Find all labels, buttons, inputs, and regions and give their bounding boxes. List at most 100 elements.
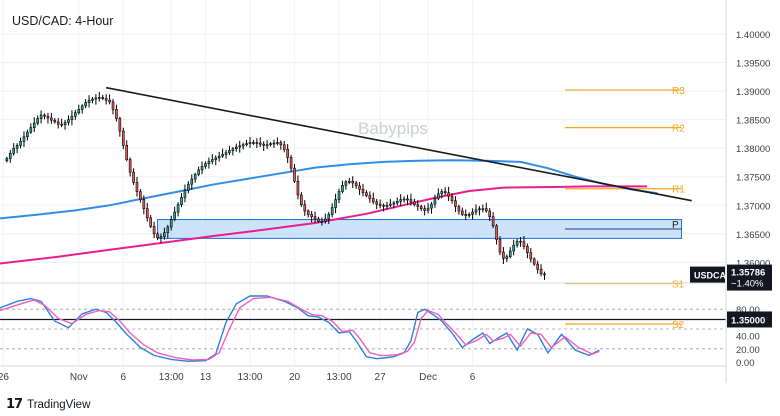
- candle-down: [108, 99, 111, 103]
- time-tick-label: Dec: [419, 372, 437, 383]
- candle-down: [457, 206, 461, 212]
- candle-up: [385, 204, 389, 207]
- candle-up: [91, 98, 94, 101]
- candle-up: [166, 226, 170, 233]
- candle-up: [348, 180, 351, 183]
- candle-up: [265, 144, 269, 147]
- time-tick-label: 6: [470, 372, 476, 383]
- candle-up: [94, 97, 98, 100]
- time-tick-label: 13:00: [237, 372, 262, 383]
- stochastic-tick-label: 80.00: [736, 305, 760, 316]
- candle-up: [15, 145, 19, 149]
- candle-down: [139, 191, 142, 200]
- candle-up: [207, 161, 211, 164]
- candle-up: [12, 147, 15, 154]
- candle-down: [368, 195, 372, 199]
- candle-down: [60, 123, 63, 126]
- candle-down: [115, 109, 118, 119]
- candle-up: [471, 211, 474, 215]
- candle-up: [197, 169, 200, 175]
- tradingview-branding[interactable]: 17 TradingView: [6, 397, 90, 412]
- stochastic-line: [0, 296, 600, 361]
- candle-up: [193, 174, 197, 180]
- candle-down: [378, 203, 382, 206]
- candle-up: [238, 145, 242, 148]
- candle-down: [361, 188, 365, 194]
- candle-up: [32, 122, 36, 128]
- candle-up: [433, 198, 437, 205]
- pivot-level-label: R3: [672, 86, 685, 97]
- candle-up: [327, 214, 331, 220]
- candle-down: [423, 208, 426, 211]
- candle-down: [484, 208, 488, 212]
- stochastic-tick-label: 0.00: [736, 358, 755, 369]
- candle-up: [221, 154, 224, 157]
- price-axis: 1.40000 1.39500 1.39000 1.38500 1.38000 1.375…: [736, 30, 770, 269]
- price-tick-label: 1.37000: [736, 201, 770, 212]
- candle-down: [121, 130, 125, 146]
- candle-up: [241, 144, 245, 147]
- price-grid: [0, 0, 726, 366]
- price-tag-value: 1.35786: [731, 268, 765, 279]
- candle-up: [392, 202, 396, 205]
- candle-up: [440, 191, 444, 195]
- candle-down: [145, 208, 149, 219]
- stochastic-line: [0, 295, 600, 363]
- candle-up: [245, 143, 248, 146]
- level-tag-label: 1.35000: [731, 315, 765, 326]
- candle-down: [149, 217, 152, 227]
- symbol-tag-bg: [690, 266, 725, 283]
- candle-up: [481, 208, 485, 210]
- watermark: Babypips: [358, 119, 428, 138]
- candle-up: [389, 203, 392, 206]
- candle-up: [36, 118, 39, 124]
- candle-down: [306, 210, 310, 215]
- candle-up: [474, 209, 478, 213]
- candle-up: [74, 112, 77, 117]
- candle-down: [409, 199, 413, 203]
- candle-down: [519, 240, 522, 243]
- candle-down: [286, 149, 289, 158]
- candle-down: [365, 192, 368, 196]
- candle-up: [183, 190, 187, 198]
- candle-up: [512, 244, 515, 252]
- candle-up: [467, 214, 471, 216]
- price-tag-bg: [727, 264, 772, 291]
- time-tick-label: 13:00: [159, 372, 184, 383]
- candle-up: [29, 127, 33, 133]
- pivot-level-label: R1: [672, 185, 685, 196]
- candle-down: [279, 142, 283, 146]
- pivot-level-label: R2: [672, 124, 685, 135]
- time-tick-label: 6: [121, 372, 127, 383]
- candle-up: [269, 143, 272, 146]
- candle-up: [22, 136, 26, 142]
- candle-up: [173, 211, 176, 220]
- candle-down: [255, 142, 259, 144]
- candle-down: [354, 182, 358, 187]
- candle-up: [84, 102, 87, 107]
- candle-down: [532, 258, 536, 265]
- candle-down: [461, 210, 464, 215]
- stochastic-tick-label: 20.00: [736, 345, 760, 356]
- candle-down: [111, 101, 115, 110]
- time-tick-label: 27: [375, 372, 387, 383]
- candle-up: [324, 218, 327, 222]
- candle-down: [101, 97, 105, 99]
- candle-down: [50, 117, 53, 121]
- candlesticks: [5, 91, 546, 280]
- candle-up: [77, 109, 81, 114]
- candle-up: [337, 191, 341, 200]
- price-tag-change: −1.40%: [731, 279, 764, 290]
- candle-down: [293, 167, 296, 182]
- candle-down: [419, 206, 423, 209]
- candle-up: [200, 166, 204, 171]
- symbol-tag-label: USDCAD: [694, 271, 733, 281]
- candle-up: [228, 150, 231, 154]
- candle-up: [70, 115, 74, 120]
- candle-up: [8, 153, 12, 159]
- candle-down: [296, 180, 300, 196]
- candle-up: [341, 184, 344, 192]
- candle-down: [152, 226, 156, 235]
- pivot-label: P: [672, 220, 679, 231]
